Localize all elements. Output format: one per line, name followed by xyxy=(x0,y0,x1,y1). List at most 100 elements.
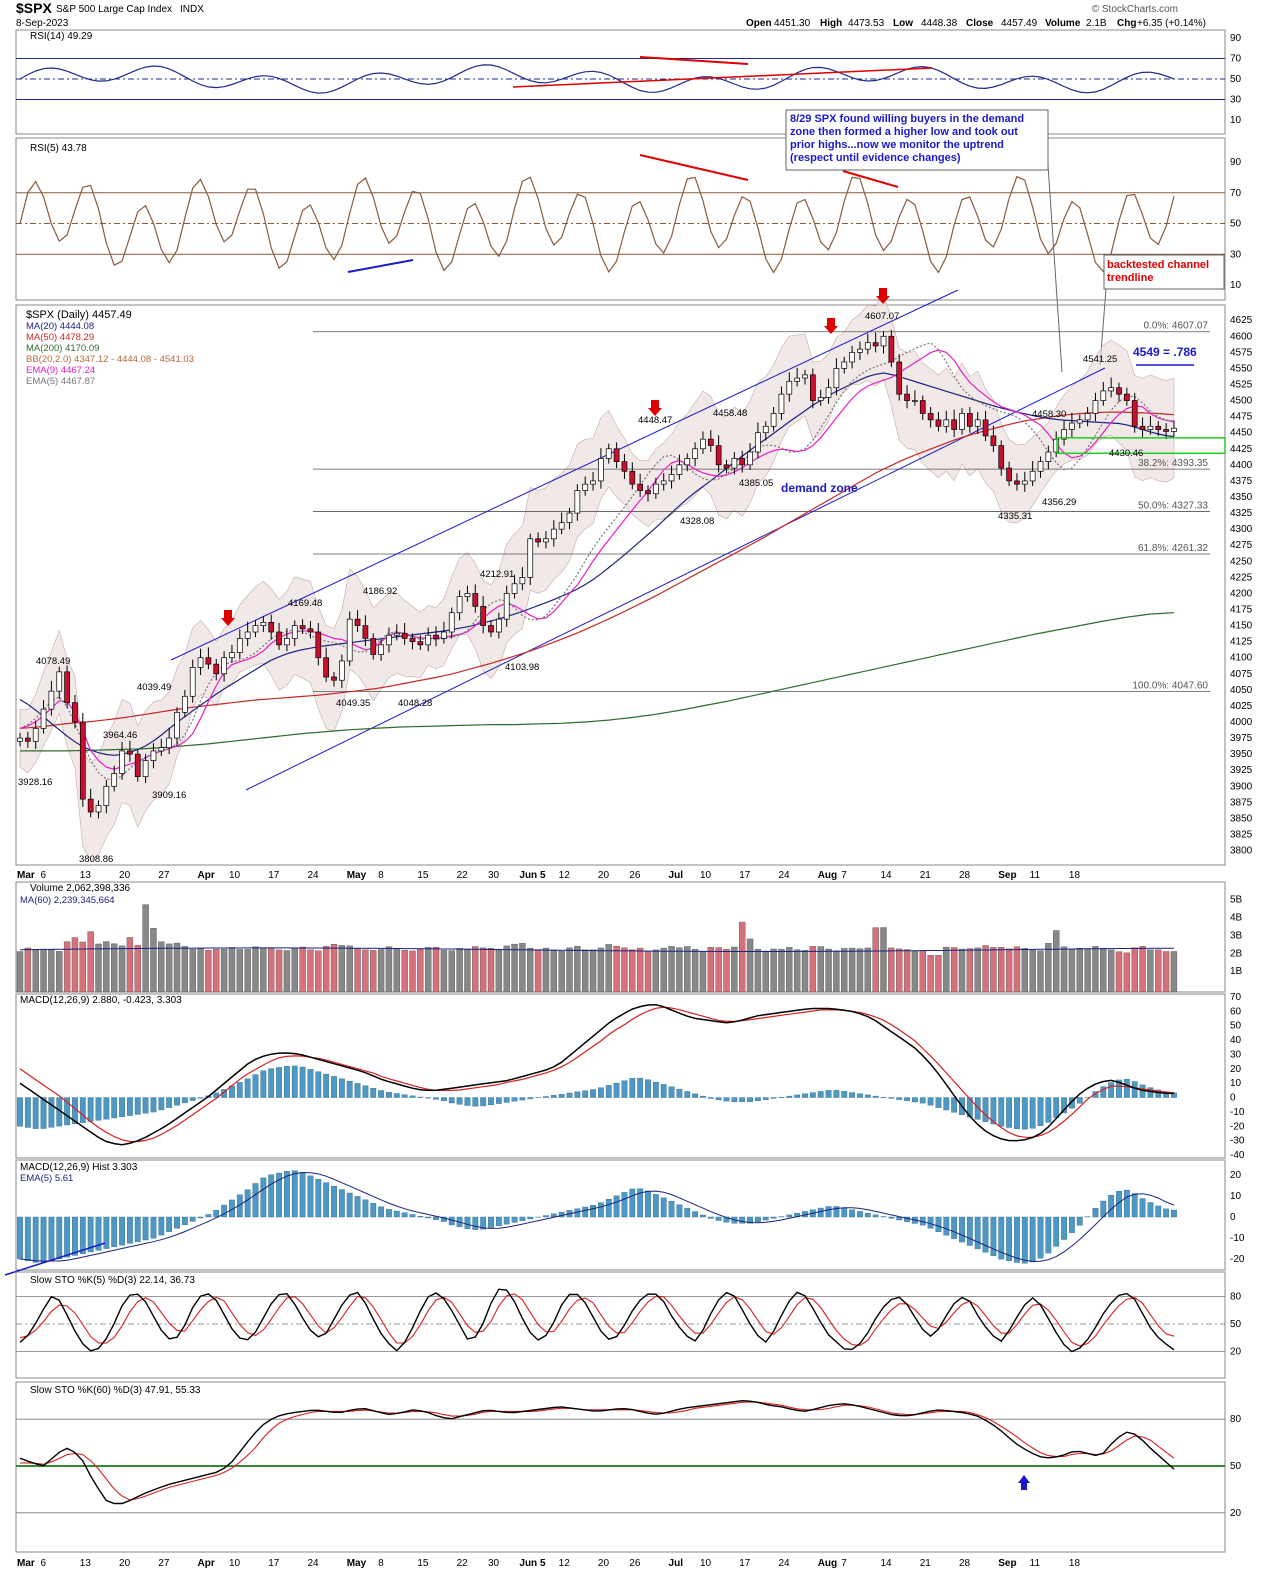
macd-tick: -40 xyxy=(1230,1150,1245,1161)
price-tick: 3950 xyxy=(1230,749,1253,760)
bottom-x-tick: 18 xyxy=(1069,1558,1081,1569)
candle-body xyxy=(1022,481,1027,484)
price-tick: 4125 xyxy=(1230,637,1253,648)
candle-body xyxy=(316,632,321,658)
volume-bar xyxy=(111,944,117,992)
candle-body xyxy=(1132,401,1137,427)
candle-body xyxy=(857,349,862,352)
price-x-tick: 7 xyxy=(841,870,847,881)
candle-body xyxy=(308,629,313,632)
rsi5-tick: 30 xyxy=(1230,249,1242,260)
macd-label: MACD(12,26,9) 2.880, -0.423, 3.303 xyxy=(20,995,182,1006)
candle-body xyxy=(1093,401,1098,414)
macd-hist-bar xyxy=(119,1217,124,1245)
candle-body xyxy=(834,368,839,387)
macd-histogram-bar xyxy=(551,1095,556,1097)
price-legend-item: MA(20) 4444.08 xyxy=(26,321,94,332)
macd-hist-bar xyxy=(190,1217,195,1221)
sto60-k-line xyxy=(20,1401,1174,1504)
price-point-label: 3928.16 xyxy=(18,777,52,788)
price-panel xyxy=(16,305,1225,865)
candle-body xyxy=(355,619,360,625)
macd-tick: -20 xyxy=(1230,1121,1245,1132)
candle-body xyxy=(536,539,541,542)
candle-body xyxy=(598,458,603,481)
macd-histogram-bar xyxy=(174,1098,179,1106)
macd-histogram-bar xyxy=(637,1078,642,1097)
candle-body xyxy=(41,709,46,728)
macd-histogram-bar xyxy=(567,1093,572,1098)
exchange-label: INDX xyxy=(180,4,204,15)
candle-body xyxy=(1101,391,1106,401)
candle-body xyxy=(1046,452,1051,462)
macd-histogram-bar xyxy=(457,1098,462,1105)
rsi5-tick: 10 xyxy=(1230,280,1242,291)
macd-histogram-bar xyxy=(645,1080,650,1098)
rsi14-tick: 30 xyxy=(1230,95,1242,106)
volume-ma-label: MA(60) 2,239,345,664 xyxy=(20,895,115,906)
price-x-tick: 24 xyxy=(307,870,319,881)
volume-bar xyxy=(88,932,94,992)
volume-bar xyxy=(519,943,525,992)
macd-histogram-bar xyxy=(622,1081,627,1098)
macd-hist-bar xyxy=(1022,1217,1027,1263)
macd-histogram-bar xyxy=(842,1091,847,1097)
macd-hist-bar xyxy=(465,1217,470,1229)
price-x-tick: 12 xyxy=(559,870,571,881)
callout-text: zone then formed a higher low and took o… xyxy=(790,126,1018,138)
candle-body xyxy=(104,786,109,805)
macd-hist-bar xyxy=(512,1217,517,1222)
macd-histogram-bar xyxy=(771,1098,776,1099)
price-tick: 4225 xyxy=(1230,572,1253,583)
price-x-tick: 17 xyxy=(739,870,751,881)
price-point-label: 3808.86 xyxy=(79,854,113,865)
macd-histogram-bar xyxy=(300,1067,305,1097)
candle-body xyxy=(245,632,250,638)
fib-level-label: 61.8%: 4261.32 xyxy=(1138,543,1208,554)
candle-body xyxy=(1030,471,1035,481)
volume-label: Volume 2,062,398,336 xyxy=(30,883,131,894)
macd-hist-bar xyxy=(394,1211,399,1217)
candle-body xyxy=(159,748,164,751)
macd-histogram-bar xyxy=(119,1098,124,1117)
price-x-tick: Jul xyxy=(669,870,684,881)
macd-hist-bar xyxy=(488,1217,493,1228)
price-point-label: 4103.98 xyxy=(505,662,539,673)
volume-bar xyxy=(1022,948,1028,992)
candle-body xyxy=(991,436,996,446)
candle-body xyxy=(18,738,23,741)
volume-bar xyxy=(213,949,219,992)
macd-hist-bar xyxy=(1077,1217,1082,1225)
price-tick: 4475 xyxy=(1230,412,1253,423)
macd-histogram-bar xyxy=(700,1096,705,1097)
price-point-label: 4356.29 xyxy=(1042,497,1076,508)
macd-hist-bar xyxy=(818,1208,823,1217)
candle-body xyxy=(748,452,753,465)
macd-histogram-bar xyxy=(1132,1082,1137,1098)
macd-histogram-bar xyxy=(269,1069,274,1098)
macd-histogram-bar xyxy=(394,1094,399,1098)
volume-tick: 2B xyxy=(1230,948,1243,959)
macd-hist-bar xyxy=(771,1217,776,1218)
volume-bar xyxy=(237,949,243,992)
volume-bar xyxy=(1053,931,1059,992)
candle-body xyxy=(465,593,470,596)
macd-hist-ema-label: EMA(5) 5.61 xyxy=(20,1173,73,1184)
macd-hist-bar xyxy=(174,1217,179,1228)
volume-bar xyxy=(527,948,533,992)
macd-hist-bar xyxy=(245,1190,250,1217)
macd-tick: 40 xyxy=(1230,1035,1242,1046)
macd-hist-bar xyxy=(944,1217,949,1235)
macd-hist-bar xyxy=(331,1186,336,1217)
candle-body xyxy=(528,539,533,578)
candle-body xyxy=(661,481,666,484)
macd-hist-bar xyxy=(606,1199,611,1217)
macd-histogram-bar xyxy=(951,1098,956,1113)
volume-bar xyxy=(708,947,714,992)
macd-hist-bar xyxy=(198,1217,203,1218)
candle-body xyxy=(583,484,588,490)
macd-hist-bar xyxy=(716,1217,721,1220)
candle-body xyxy=(700,439,705,449)
volume-bar xyxy=(771,949,777,992)
macd-hist-bar xyxy=(598,1203,603,1217)
